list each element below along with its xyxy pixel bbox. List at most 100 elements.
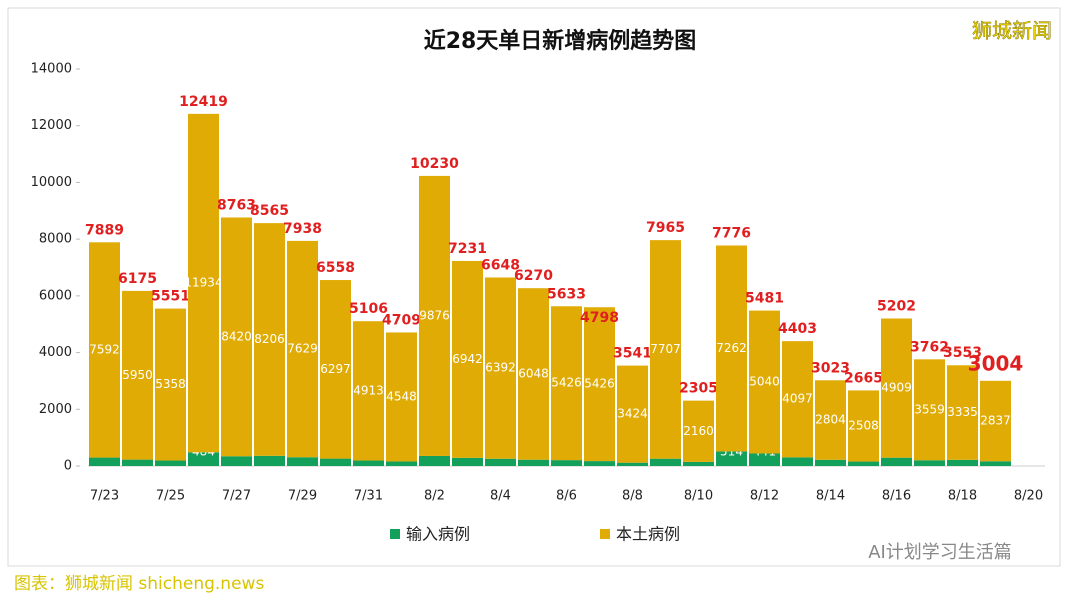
bar-segment: [617, 365, 648, 463]
data-label: 6392: [485, 361, 516, 375]
x-tick-label: 7/27: [222, 489, 251, 504]
total-label: 12419: [179, 94, 228, 110]
bar-segment: [749, 310, 780, 454]
bar-segment: [782, 341, 813, 458]
bar-segment: [188, 113, 219, 453]
bar-segment: [221, 217, 252, 457]
bar-segment: [353, 460, 384, 466]
x-tick-label: 7/31: [354, 489, 383, 504]
data-label: 6942: [452, 352, 483, 366]
total-label: 7965: [646, 220, 685, 236]
bar-segment: [980, 380, 1011, 462]
bar-segment: [650, 240, 681, 459]
bar-segment: [914, 359, 945, 461]
total-label: 5551: [151, 289, 190, 305]
total-label: 6558: [316, 260, 355, 276]
bar-segment: [815, 380, 846, 460]
bar-segment: [683, 400, 714, 462]
total-label: 5633: [547, 286, 586, 302]
total-label: 7231: [448, 241, 487, 257]
wechat-watermark: AI计划学习生活篇: [868, 542, 1012, 563]
data-label: 2508: [848, 418, 879, 432]
total-label: 2305: [679, 381, 718, 397]
bar-segment: [716, 451, 747, 466]
data-label: 7629: [287, 342, 318, 356]
data-label: 4548: [386, 389, 417, 403]
bar-segment: [254, 223, 285, 456]
bar-segment: [287, 457, 318, 466]
total-label: 4403: [778, 321, 817, 337]
total-label: 4709: [382, 312, 421, 328]
data-label: 2837: [980, 414, 1011, 428]
data-label: 2160: [683, 424, 714, 438]
x-tick-label: 8/12: [750, 489, 779, 504]
bar-segment: [485, 277, 516, 459]
total-label: 6175: [118, 271, 157, 287]
bar-segment: [320, 458, 351, 466]
data-label: 11934: [184, 276, 222, 290]
bar-segment: [320, 280, 351, 459]
total-label: 8763: [217, 198, 256, 214]
bar-segment: [683, 461, 714, 466]
total-label: 3023: [811, 360, 850, 376]
x-tick-label: 8/18: [948, 489, 977, 504]
data-label: 8420: [221, 329, 252, 343]
bar-segment: [914, 460, 945, 466]
y-tick-label: 6000: [39, 288, 72, 303]
legend-swatch: [600, 529, 610, 539]
chart-frame: [7, 7, 1061, 567]
total-label: 3004: [968, 351, 1024, 375]
bar-segment: [584, 307, 615, 462]
bar-segment: [716, 245, 747, 452]
bar-segment: [551, 460, 582, 466]
data-label: 3559: [914, 402, 945, 416]
x-tick-label: 7/29: [288, 489, 317, 504]
bar-segment: [980, 461, 1011, 466]
data-label: 7262: [716, 341, 747, 355]
x-tick-label: 8/2: [424, 489, 445, 504]
total-label: 8565: [250, 203, 289, 219]
data-label: 5358: [155, 377, 186, 391]
x-tick-label: 8/20: [1014, 489, 1043, 504]
bar-segment: [485, 458, 516, 466]
bar-segment: [518, 459, 549, 466]
bar-segment: [386, 332, 417, 462]
x-tick-label: 8/8: [622, 489, 643, 504]
watermark: 狮城新闻: [972, 19, 1052, 43]
total-label: 3553: [943, 345, 982, 361]
bar-segment: [155, 460, 186, 466]
y-tick-label: 14000: [31, 62, 72, 77]
data-label: 3424: [617, 407, 648, 421]
bar-segment: [452, 457, 483, 466]
total-label: 10230: [410, 156, 459, 172]
bar-segment: [650, 458, 681, 466]
bar-segment: [419, 175, 450, 456]
y-tick-label: 8000: [39, 232, 72, 247]
total-label: 3762: [910, 339, 949, 355]
data-label: 5426: [551, 376, 582, 390]
bar-segment: [452, 260, 483, 458]
bar-segment: [122, 290, 153, 460]
legend-label: 本土病例: [616, 525, 680, 544]
bar-segment: [815, 459, 846, 466]
bar-segment: [188, 452, 219, 466]
bar-segment: [617, 462, 648, 466]
bar-segment: [848, 461, 879, 466]
data-label: 5040: [749, 375, 780, 389]
total-label: 2665: [844, 370, 883, 386]
bar-segment: [221, 456, 252, 466]
total-label: 7889: [85, 222, 124, 238]
data-label: 4909: [881, 381, 912, 395]
data-label: 5950: [122, 368, 153, 382]
bar-segment: [518, 288, 549, 460]
total-label: 6648: [481, 257, 520, 273]
legend-label: 输入病例: [406, 525, 470, 544]
y-tick-label: 4000: [39, 345, 72, 360]
bar-segment: [584, 461, 615, 466]
bar-segment: [155, 308, 186, 461]
data-label: 9876: [419, 308, 450, 322]
bar-segment: [782, 457, 813, 466]
total-label: 5481: [745, 291, 784, 307]
bar-segment: [881, 318, 912, 458]
data-label: 7592: [89, 342, 120, 356]
